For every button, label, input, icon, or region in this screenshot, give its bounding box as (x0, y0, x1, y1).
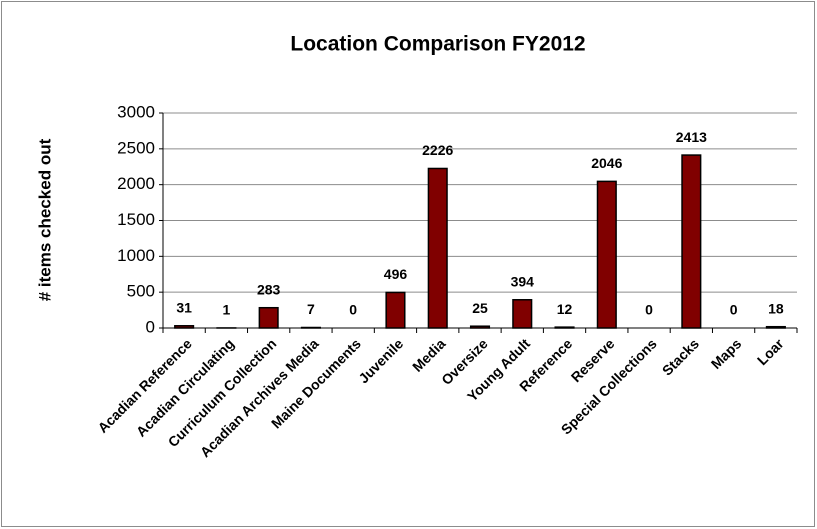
data-label: 25 (472, 300, 488, 316)
data-label: 31 (176, 299, 192, 315)
data-label: 496 (384, 266, 408, 282)
y-axis-label: # items checked out (35, 138, 54, 301)
data-label: 18 (768, 300, 784, 316)
bar (596, 180, 617, 329)
y-tick-label: 1500 (117, 210, 155, 229)
y-tick-label: 0 (146, 317, 155, 336)
data-label: 283 (257, 281, 281, 297)
y-tick-label: 2500 (117, 138, 155, 157)
data-label: 1 (223, 302, 231, 318)
data-label: 0 (730, 302, 738, 318)
data-label: 12 (557, 301, 573, 317)
bar (258, 306, 279, 329)
data-label: 0 (349, 302, 357, 318)
bar (681, 154, 702, 329)
bar (427, 167, 448, 329)
chart-title: Location Comparison FY2012 (290, 33, 585, 56)
bar (385, 291, 406, 329)
y-tick-label: 3000 (117, 102, 155, 121)
y-tick-label: 500 (127, 282, 155, 301)
data-label: 2413 (676, 129, 707, 145)
data-label: 0 (645, 302, 653, 318)
bar (512, 299, 533, 329)
data-label: 2226 (422, 142, 453, 158)
data-label: 394 (511, 273, 535, 289)
y-tick-label: 2000 (117, 174, 155, 193)
y-tick-label: 1000 (117, 246, 155, 265)
data-label: 7 (307, 301, 315, 317)
data-label: 2046 (591, 155, 622, 171)
